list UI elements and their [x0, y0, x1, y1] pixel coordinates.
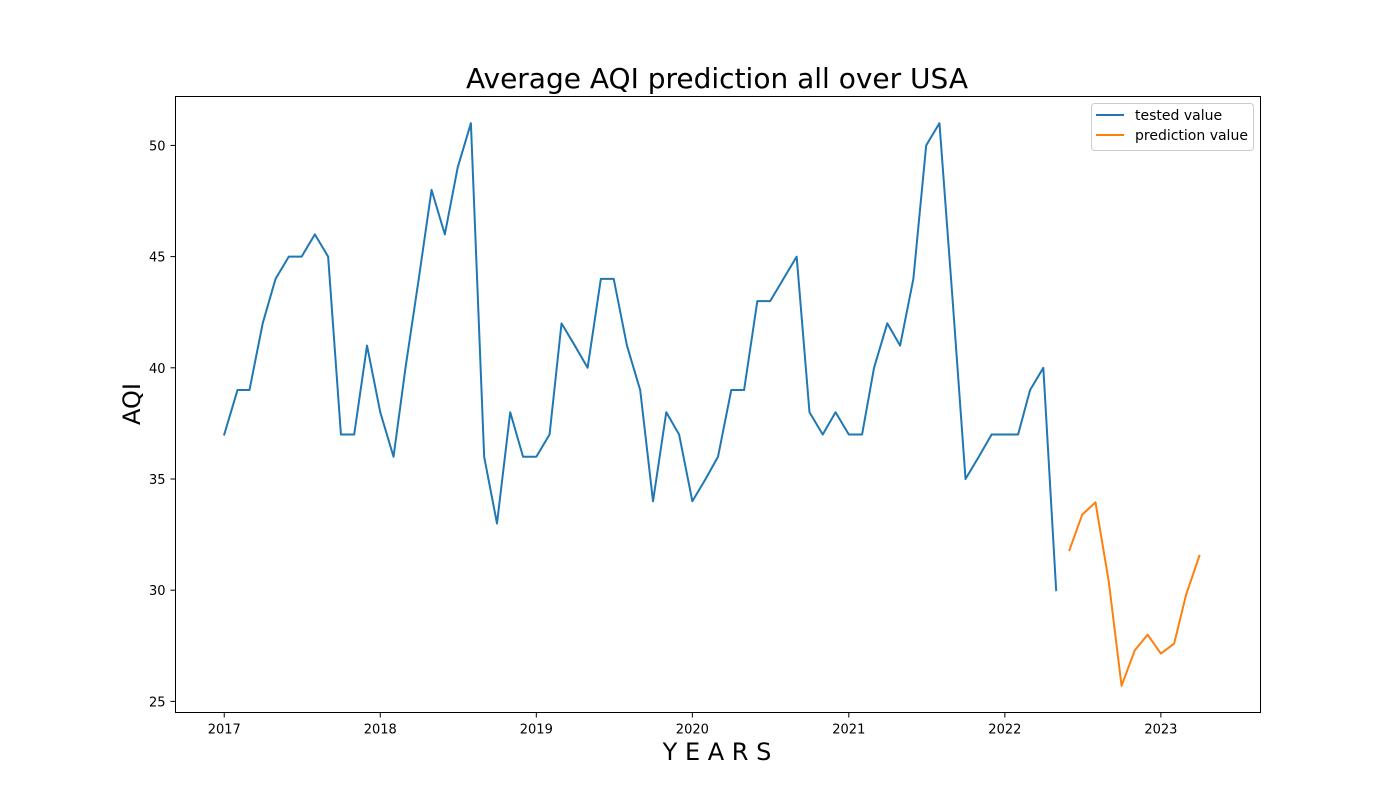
- x-axis: 2017 2018 2019 2020 2021 2022 2023: [208, 712, 1177, 738]
- legend-box: [1091, 103, 1254, 151]
- x-tick-label: 2019: [520, 723, 553, 738]
- x-tick-label: 2023: [1144, 723, 1177, 738]
- y-tick-label: 45: [149, 251, 166, 266]
- legend-label-prediction-value: prediction value: [1135, 128, 1248, 144]
- y-tick-label: 25: [149, 695, 166, 710]
- plot-area: [222, 122, 1201, 687]
- plot-frame: [175, 96, 1261, 713]
- x-axis-label: Y E A R S: [662, 738, 772, 766]
- y-tick-label: 50: [149, 139, 166, 154]
- series-line-tested-value: [222, 122, 1058, 592]
- x-tick-label: 2018: [364, 723, 397, 738]
- y-tick-label: 35: [149, 473, 166, 488]
- y-axis: 25 30 35 40 45 50: [149, 139, 176, 710]
- x-tick-label: 2022: [988, 723, 1021, 738]
- y-tick-label: 30: [149, 584, 166, 599]
- y-tick-label: 40: [149, 362, 166, 377]
- x-tick-label: 2021: [832, 723, 865, 738]
- series-line-prediction-value: [1068, 501, 1201, 687]
- chart-title: Average AQI prediction all over USA: [466, 62, 968, 95]
- legend-label-tested-value: tested value: [1135, 108, 1222, 124]
- x-tick-label: 2020: [676, 723, 709, 738]
- legend: tested value prediction value: [1091, 103, 1254, 151]
- x-tick-label: 2017: [208, 723, 241, 738]
- y-axis-label: AQI: [118, 383, 146, 425]
